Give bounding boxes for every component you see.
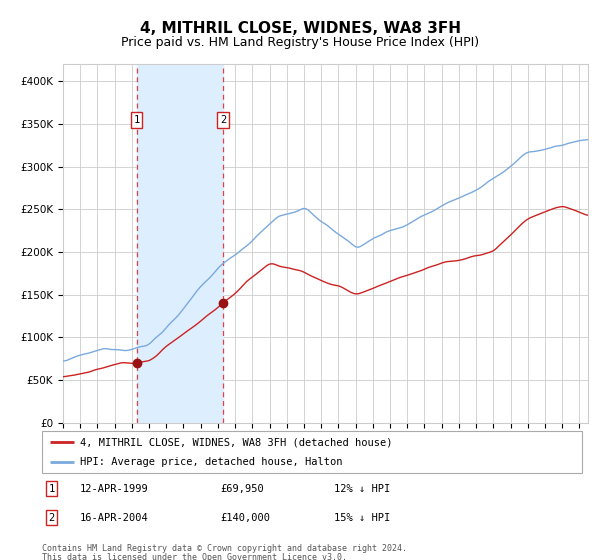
Text: Contains HM Land Registry data © Crown copyright and database right 2024.: Contains HM Land Registry data © Crown c…: [42, 544, 407, 553]
Text: 1: 1: [134, 115, 140, 125]
Text: £69,950: £69,950: [220, 484, 264, 494]
Bar: [137, 64, 223, 423]
Text: 15% ↓ HPI: 15% ↓ HPI: [334, 513, 390, 523]
Text: HPI: Average price, detached house, Halton: HPI: Average price, detached house, Halt…: [80, 458, 342, 467]
Text: This data is licensed under the Open Government Licence v3.0.: This data is licensed under the Open Gov…: [42, 553, 347, 560]
FancyBboxPatch shape: [42, 431, 582, 473]
Text: 2: 2: [49, 513, 55, 523]
Text: £140,000: £140,000: [220, 513, 270, 523]
Text: 12-APR-1999: 12-APR-1999: [80, 484, 149, 494]
Text: 16-APR-2004: 16-APR-2004: [80, 513, 149, 523]
Text: 4, MITHRIL CLOSE, WIDNES, WA8 3FH: 4, MITHRIL CLOSE, WIDNES, WA8 3FH: [139, 21, 461, 36]
Text: 12% ↓ HPI: 12% ↓ HPI: [334, 484, 390, 494]
Text: 2: 2: [220, 115, 226, 125]
Text: Price paid vs. HM Land Registry's House Price Index (HPI): Price paid vs. HM Land Registry's House …: [121, 36, 479, 49]
Text: 4, MITHRIL CLOSE, WIDNES, WA8 3FH (detached house): 4, MITHRIL CLOSE, WIDNES, WA8 3FH (detac…: [80, 437, 392, 447]
Text: 1: 1: [49, 484, 55, 494]
